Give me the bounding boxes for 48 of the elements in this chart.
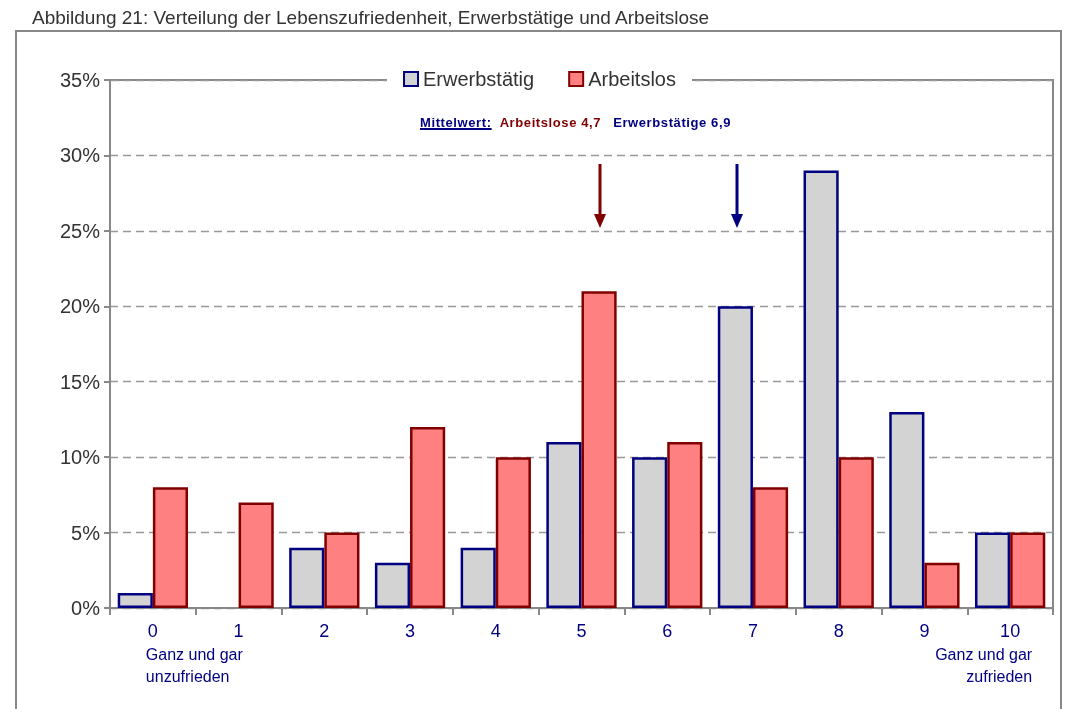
x-tick-label: 2 — [319, 621, 330, 641]
x-tick-label: 4 — [490, 621, 501, 641]
y-tick-label: 0% — [71, 597, 101, 619]
bar — [117, 592, 153, 608]
bar — [1010, 532, 1046, 608]
x-tick-label: 6 — [662, 621, 673, 641]
annotation: Mittelwert: — [420, 115, 492, 130]
y-tick-label: 15% — [59, 370, 101, 393]
y-tick-label: 35% — [59, 69, 101, 91]
x-tick-label: 9 — [919, 621, 930, 641]
bar — [324, 532, 360, 608]
bar — [667, 442, 703, 608]
annotation: Erwerbstätige 6,9 — [613, 115, 731, 130]
y-tick-label: 10% — [59, 446, 101, 469]
x-tick-label: 8 — [833, 621, 844, 641]
y-tick-label: 5% — [71, 521, 101, 544]
bar — [717, 306, 753, 608]
bar — [889, 411, 925, 608]
x-tick-label: 0 — [147, 621, 158, 641]
y-tick-label: 30% — [59, 144, 101, 167]
bar — [838, 457, 874, 608]
bar — [289, 547, 325, 608]
bar — [152, 487, 189, 608]
annotation: Arbeitslose 4,7 — [499, 115, 602, 130]
bar — [460, 547, 496, 608]
text: Ganz und gar unzufrieden — [145, 645, 244, 687]
bar — [803, 170, 839, 608]
bar — [581, 291, 617, 608]
bar — [495, 457, 531, 608]
bar — [752, 487, 789, 608]
bar — [632, 457, 668, 608]
bar — [974, 532, 1011, 608]
chart-title: Abbildung 21: Verteilung der Lebenszufriedenheit, Erwerbstätige und Arbeitslose — [32, 7, 710, 28]
bar — [374, 562, 411, 608]
x-tick-label: 5 — [576, 621, 587, 641]
bar — [238, 502, 274, 608]
text: Ganz und gar zufrieden — [934, 645, 1033, 687]
x-tick-label: 10 — [1000, 621, 1021, 641]
x-tick-label: 7 — [747, 621, 758, 641]
x-tick-label: 3 — [405, 621, 416, 641]
legend-label: Arbeitslos — [588, 68, 676, 90]
bar — [924, 562, 960, 608]
y-tick-label: 20% — [59, 295, 101, 318]
bar — [546, 442, 582, 608]
x-tick-label: 1 — [233, 621, 244, 641]
y-tick-label: 25% — [59, 219, 101, 242]
bar — [410, 426, 446, 608]
legend-label: Erwerbstätig — [423, 68, 535, 90]
